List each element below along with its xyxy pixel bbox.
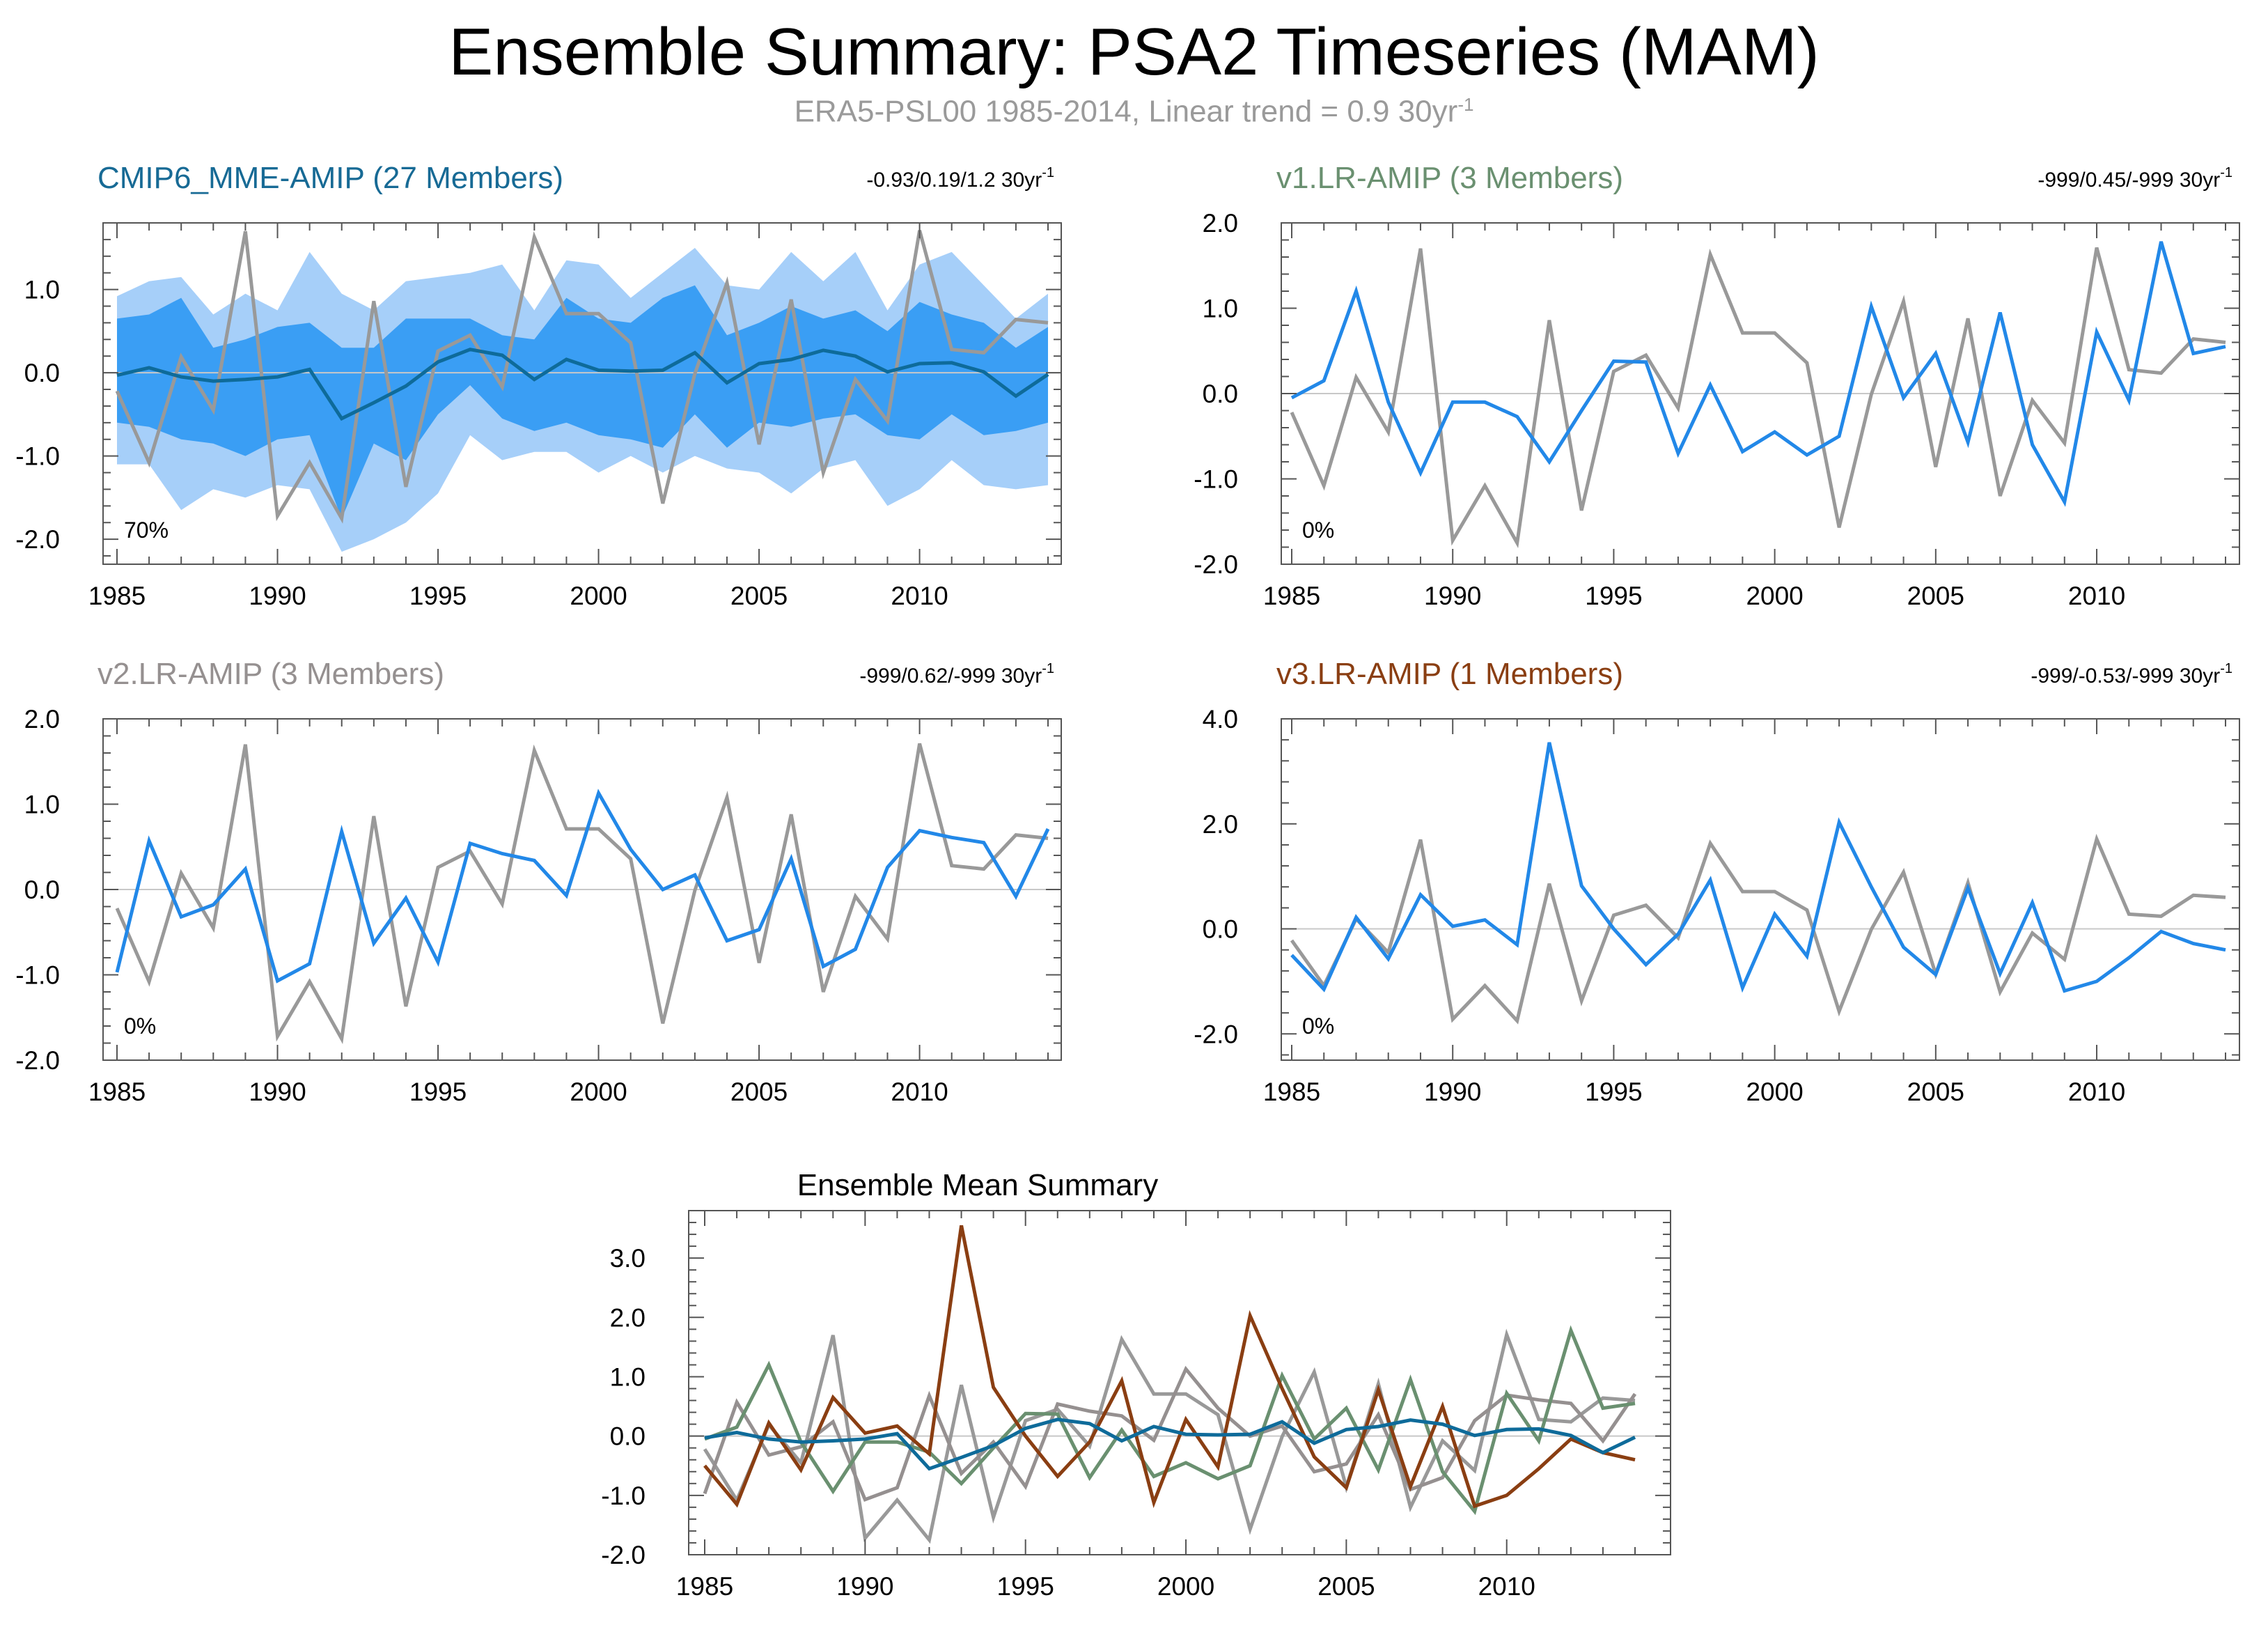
panel3-title: v2.LR-AMIP (3 Members) [97,657,444,691]
panel4-ytick-label: 4.0 [1203,705,1238,733]
panel5-ytick-label: 2.0 [610,1303,646,1332]
panel3-percent: 0% [124,1013,156,1039]
panel5-ytick-label: -2.0 [601,1541,646,1569]
panel5-xtick-label: 2000 [1157,1572,1214,1601]
panel3-series-v2-lr-amip [115,789,1050,984]
panel4-xtick-label: 1995 [1585,1078,1642,1106]
panel2-xtick-label: 2000 [1746,582,1803,610]
panel5-group: 1985 1990 1995 2000 2005 2010 -2.0 -1.0 0.0 1.0 2.… [601,1168,1671,1601]
panel5-ytick-label: 0.0 [610,1422,646,1451]
panel4-ytick-label: 2.0 [1203,810,1238,839]
panel4-series-era5-psl00 [1290,833,2226,1025]
panel3-xtick-label: 1985 [88,1078,146,1106]
panel1-percent: 70% [124,518,169,543]
panel1-frame [102,222,1062,565]
panel2-xtick-label: 1985 [1263,582,1320,610]
panel4-percent: 0% [1302,1013,1334,1039]
panel4-xtick-label: 2010 [2068,1078,2125,1106]
figure-title: Ensemble Summary: PSA2 Timeseries (MAM) [448,15,1820,89]
panel4-ytick-label: 0.0 [1203,915,1238,944]
panel3-group: 1985 1990 1995 2000 2005 2010 -2.0 -1.0 0.0 1.0 2.… [15,657,1062,1106]
panel5-ytick-label: 3.0 [610,1244,646,1273]
panel5-ytick-label: 1.0 [610,1362,646,1391]
panel3-series-era5-psl00 [115,743,1049,1045]
panel5-xtick-label: 1995 [997,1572,1054,1601]
panel1-xtick-label: 2000 [570,582,627,610]
panel2-stat: -999/0.45/-999 30yr-1 [2038,165,2232,192]
panel4-group: 1985 1990 1995 2000 2005 2010 -2.0 0.0 2.0 4.0 v3.… [1194,657,2240,1106]
panel5-series-v3-lr-amip [703,1225,1636,1509]
panel3-ytick-label: -1.0 [15,961,60,990]
panel5-xtick-label: 2010 [1478,1572,1535,1601]
subtitle-superscript: -1 [1457,94,1474,115]
panel5-frame [688,1210,1671,1555]
panel4-title: v3.LR-AMIP (1 Members) [1276,657,1623,691]
panel5-xtick-label: 1985 [676,1572,733,1601]
panel1-xtick-label: 1985 [88,582,146,610]
panel1-xtick-label: 1990 [249,582,306,610]
panel3-stat: -999/0.62/-999 30yr-1 [859,661,1054,688]
panel3-ytick-label: 2.0 [24,705,60,733]
panel4-series-v3-lr-amip [1290,742,2226,993]
panel2-ytick-label: 0.0 [1203,380,1238,408]
panel2-ytick-label: 2.0 [1203,209,1238,238]
panel2-ytick-label: 1.0 [1203,295,1238,323]
panel1-group: 1985 1990 1995 2000 2005 2010 -2.0 -1.0 0.0 1.0 CM… [15,161,1062,610]
panel2-percent: 0% [1302,518,1334,543]
figure-subtitle: ERA5-PSL00 1985-2014, Linear trend = 0.9… [0,94,2268,130]
panel1-ytick-label: 1.0 [24,276,60,304]
panel4-stat: -999/-0.53/-999 30yr-1 [2031,661,2232,688]
panel3-xtick-label: 2000 [570,1078,627,1106]
panel3-ytick-label: 0.0 [24,876,60,904]
panel1-xtick-label: 2010 [891,582,948,610]
panel4-xtick-label: 1985 [1263,1078,1320,1106]
panel3-xtick-label: 1990 [249,1078,306,1106]
panel3-xtick-label: 2005 [730,1078,788,1106]
panel2-series-v1-lr-amip [1290,241,2226,507]
panel5-series-v1-lr-amip [704,1325,1636,1516]
panel2-xtick-label: 1990 [1424,582,1481,610]
panel2-xtick-label: 2010 [2068,582,2125,610]
panel5-series-era5-psl00 [703,1328,1636,1544]
panel3-xtick-label: 1995 [409,1078,467,1106]
panel2-title: v1.LR-AMIP (3 Members) [1276,161,1623,195]
panel3-xtick-label: 2010 [891,1078,948,1106]
panel5-series-cmip6-mme-amip [704,1417,1636,1471]
panel1-ytick-label: -2.0 [15,525,60,554]
panel2-xtick-label: 2005 [1907,582,1964,610]
panel1-series-era5-psl00 [115,230,1049,524]
panel1-ytick-label: 0.0 [24,359,60,387]
panel1-series-cmip6-mme-amip [116,348,1049,421]
panel5-ytick-label: -1.0 [601,1482,646,1510]
panel1-stat: -0.93/0.19/1.2 30yr-1 [866,165,1054,192]
panel2-ytick-label: -1.0 [1194,465,1238,494]
panel5-xtick-label: 2005 [1317,1572,1375,1601]
panel4-ytick-label: -2.0 [1194,1020,1238,1048]
panel1-xtick-label: 1995 [409,582,467,610]
subtitle-text: ERA5-PSL00 1985-2014, Linear trend = 0.9… [794,94,1458,129]
panel5-title: Ensemble Mean Summary [797,1168,1158,1202]
panel4-xtick-label: 1990 [1424,1078,1481,1106]
panel1-xtick-label: 2005 [730,582,788,610]
panel5-xtick-label: 1990 [836,1572,893,1601]
panel2-series-era5-psl00 [1290,247,2226,549]
panel2-ytick-label: -2.0 [1194,550,1238,579]
panel5-series-v2-lr-amip [703,1365,1637,1502]
panel2-xtick-label: 1995 [1585,582,1642,610]
panel3-ytick-label: 1.0 [24,791,60,819]
panel1-ytick-label: -1.0 [15,442,60,471]
panel1-title: CMIP6_MME-AMIP (27 Members) [97,161,563,195]
panel4-frame [1281,718,2240,1061]
panel4-xtick-label: 2000 [1746,1078,1803,1106]
panel4-xtick-label: 2005 [1907,1078,1964,1106]
panel2-group: 1985 1990 1995 2000 2005 2010 -2.0 -1.0 0.0 1.0 2.… [1194,161,2240,610]
panel3-ytick-label: -2.0 [15,1046,60,1075]
